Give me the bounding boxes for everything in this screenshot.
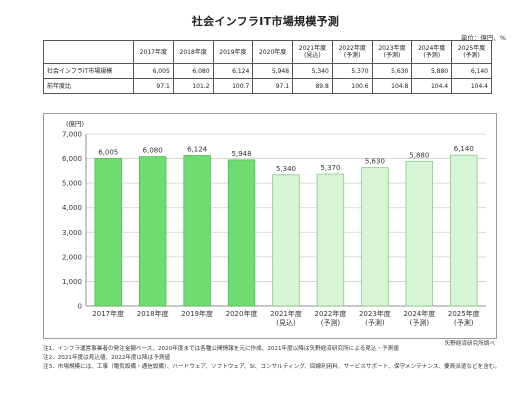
table-header-text: 2021年度 (298, 45, 327, 52)
x-tick-label: 2022年度 (315, 309, 347, 318)
y-tick-label: 1,000 (62, 278, 82, 286)
table-cell: 5,370 (331, 63, 373, 79)
table-header-text: (見込) (304, 52, 321, 59)
table-header-text: (予測) (423, 52, 441, 59)
table-row-label: 前年度比 (43, 78, 134, 94)
x-tick-label: 2025年度 (448, 309, 480, 318)
table-cell: 104.8 (371, 78, 413, 94)
table-header-text: 2024年度 (418, 45, 446, 52)
x-tick-sublabel: (見込) (276, 318, 296, 327)
table-cell: 101.2 (172, 78, 214, 94)
x-tick-sublabel: (予測) (454, 318, 474, 327)
table-header-cell: 2019年度 (212, 40, 254, 64)
bar-chart: (億円) 0 1,000 2,000 3,000 4,000 5,000 6,000 7,000… (62, 119, 486, 327)
table-cell: 6,140 (451, 63, 492, 79)
bar (405, 161, 434, 307)
table-row: 前年度比 97.1 101.2 100.7 97.1 89.8 100.6 104.8 104.… (43, 78, 492, 94)
table-cell: 89.8 (292, 78, 333, 94)
y-tick-label: 3,000 (62, 229, 82, 237)
data-label: 5,880 (409, 152, 429, 160)
data-label: 5,370 (320, 164, 340, 172)
data-label: 5,948 (232, 150, 252, 158)
table-header-text: (予測) (383, 52, 401, 59)
bar (94, 158, 122, 307)
y-tick-label: 2,000 (62, 253, 82, 261)
table-header-cell: 2021年度 (見込) (292, 40, 333, 64)
x-tick-label: 2021年度 (270, 309, 302, 318)
data-label: 6,124 (187, 146, 208, 154)
x-tick-label: 2024年度 (403, 309, 435, 318)
table-header-cell: 2020年度 (252, 40, 294, 64)
bar (361, 167, 389, 307)
table-header-row: 2017年度 2018年度 2019年度 2020年度 2021年度 (見込) 2022年度… (43, 40, 492, 64)
y-tick-label: 7,000 (62, 131, 82, 139)
table-cell: 5,630 (371, 63, 413, 79)
table-header-text: (予測) (463, 52, 480, 59)
table-cell: 5,340 (292, 63, 333, 79)
table-header-cell: 2017年度 (133, 40, 174, 64)
y-tick-label: 5,000 (62, 180, 82, 188)
table-cell: 6,005 (133, 63, 174, 79)
x-tick-label: 2018年度 (137, 309, 169, 318)
unit-note: 単位：億円、% (460, 34, 506, 42)
table-header-text: 2017年度 (139, 48, 168, 56)
table-header-cell: 2022年度 (予測) (331, 40, 373, 64)
table-cell: 6,124 (212, 63, 254, 79)
table-header-text: 2023年度 (378, 45, 406, 52)
x-tick-sublabel: (予測) (410, 318, 430, 327)
table-header-cell: 2025年度 (予測) (451, 40, 492, 64)
note-3: 注3．市場規模には、工事（電気設備・通信設備）、ハードウェア、ソフトウェア、SI… (43, 364, 500, 370)
x-tick-label: 2017年度 (92, 309, 124, 318)
table-row-label: 社会インフラIT市場規模 (43, 63, 134, 79)
data-label: 6,140 (454, 145, 474, 153)
bar (272, 174, 300, 307)
table-header-cell: 2018年度 (172, 40, 214, 64)
data-label: 5,340 (276, 165, 296, 173)
data-label: 6,080 (143, 147, 163, 155)
table-cell: 104.4 (451, 78, 492, 94)
x-tick-sublabel: (予測) (321, 318, 341, 327)
bar (138, 156, 167, 307)
x-tick-label: 2023年度 (359, 309, 391, 318)
table-cell: 6,080 (172, 63, 214, 79)
table-header-text: 2019年度 (219, 48, 247, 56)
table-cell: 100.6 (331, 78, 373, 94)
bar (316, 173, 345, 307)
x-tick-sublabel: (予測) (365, 318, 385, 327)
data-table: 2017年度 2018年度 2019年度 2020年度 2021年度 (見込) 2022年度… (43, 40, 492, 94)
y-tick-label: 6,000 (62, 155, 82, 163)
table-header-text: 2020年度 (259, 48, 287, 56)
table-cell: 100.7 (212, 78, 254, 94)
source-note: 矢野経済研究所調べ (444, 341, 495, 347)
table-header-text: 2025年度 (457, 45, 486, 52)
page-title: 社会インフラIT市場規模予測 (191, 15, 340, 28)
table-corner-cell (43, 40, 134, 64)
data-label: 5,630 (365, 158, 385, 166)
x-tick-label: 2020年度 (226, 309, 258, 318)
table-header-cell: 2024年度 (予測) (411, 40, 453, 64)
note-1: 注1．インフラ運営事業者の発注金額ベース、2020年度までは各種公開情報を元に作… (43, 346, 399, 352)
table-header-text: (予測) (343, 52, 361, 59)
table-cell: 5,880 (411, 63, 453, 79)
table-cell: 104.4 (411, 78, 453, 94)
bar (183, 155, 211, 307)
table-header-cell: 2023年度 (予測) (371, 40, 413, 64)
table-cell: 97.1 (252, 78, 294, 94)
table-header-text: 2022年度 (338, 45, 366, 52)
y-tick-label: 0 (78, 303, 82, 311)
y-tick-label: 4,000 (62, 204, 82, 212)
y-axis-label: (億円) (66, 119, 84, 128)
bar (450, 154, 478, 307)
table-header-text: 2018年度 (179, 48, 207, 56)
note-2: 注2．2021年度は見込値、2022年度以降は予測値 (43, 355, 171, 361)
data-label: 6,005 (98, 148, 118, 156)
table-cell: 5,948 (252, 63, 294, 79)
x-tick-label: 2019年度 (181, 309, 213, 318)
table-cell: 97.1 (133, 78, 174, 94)
bar (227, 159, 256, 307)
table-row: 社会インフラIT市場規模 6,005 6,080 6,124 5,948 5,340 5,3… (43, 63, 492, 79)
chart-panel: (億円) 0 1,000 2,000 3,000 4,000 5,000 6,000 7,000… (43, 113, 497, 339)
notes-block: 注1．インフラ運営事業者の発注金額ベース、2020年度までは各種公開情報を元に作… (43, 345, 500, 372)
